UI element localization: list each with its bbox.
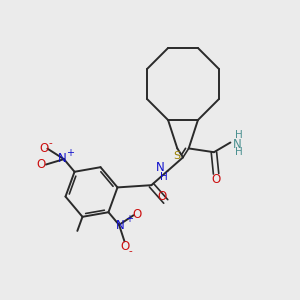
Text: O: O: [36, 158, 45, 171]
Text: S: S: [174, 151, 181, 161]
Text: -: -: [128, 246, 132, 256]
Text: N: N: [232, 137, 242, 151]
Text: +: +: [125, 214, 133, 224]
Text: O: O: [133, 208, 142, 221]
Text: O: O: [121, 240, 130, 253]
Text: O: O: [158, 190, 167, 202]
Text: -: -: [49, 138, 52, 148]
Text: N: N: [156, 161, 165, 174]
Text: N: N: [58, 152, 67, 165]
Text: O: O: [212, 173, 221, 186]
Text: H: H: [235, 147, 243, 157]
Text: H: H: [235, 130, 243, 140]
Text: +: +: [67, 148, 74, 158]
Text: O: O: [39, 142, 48, 154]
Text: H: H: [160, 172, 168, 182]
Text: N: N: [116, 219, 125, 232]
